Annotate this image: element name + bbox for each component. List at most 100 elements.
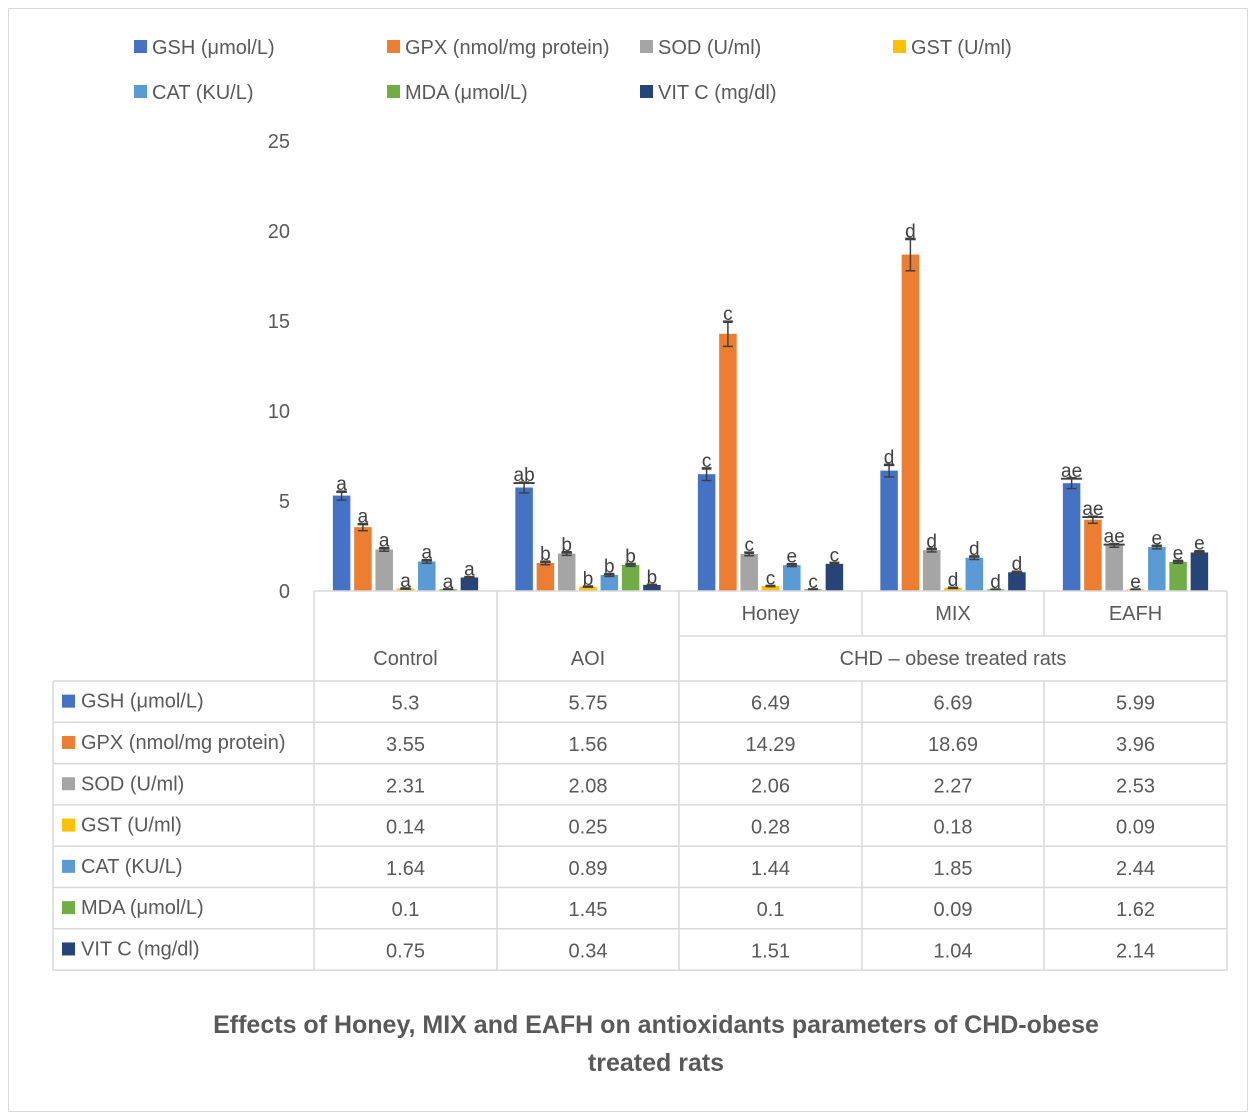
table-cell: 0.75 [386,940,425,962]
category-label: MIX [935,603,971,625]
bar [375,549,393,591]
significance-label: ae [1061,461,1082,482]
legend-swatch [387,85,400,98]
data-table: Control AOI Honey MIX EAFH CHD – obese treate… [52,590,1228,971]
significance-label: e [1194,534,1205,555]
table-cell: 1.64 [386,858,425,880]
significance-label: c [808,572,818,593]
y-tick-label: 5 [279,491,290,513]
legend-entry: GST (U/ml) [893,37,1012,59]
table-cell: 2.06 [751,775,790,797]
table-cell: 0.25 [569,817,608,839]
table-row-label: SOD (U/ml) [81,773,184,795]
significance-label: b [647,567,658,588]
legend-label: SOD (U/ml) [658,37,761,59]
table-cell: 0.1 [392,899,420,921]
legend-label: GST (U/ml) [911,37,1012,59]
table-cell: 0.09 [934,899,973,921]
legend-label: GPX (nmol/mg protein) [405,37,610,59]
bar [579,586,597,591]
bar [719,333,737,591]
table-cell: 1.04 [934,940,973,962]
table-row-swatch [62,735,75,749]
bar [761,585,780,591]
legend-swatch [640,40,653,53]
legend-entry: MDA (μmol/L) [387,82,528,104]
table-cell: 2.44 [1116,858,1155,880]
legend-swatch [134,40,147,53]
bar [600,574,619,591]
bar [557,553,576,591]
table-cell: 3.55 [386,734,425,756]
significance-label: c [766,568,776,589]
bar [901,254,920,591]
table-cell: 5.75 [569,693,608,715]
table-row-label: GPX (nmol/mg protein) [81,732,286,754]
table-cell: 14.29 [745,734,795,756]
table-cell: 0.1 [757,899,785,921]
legend-label: VIT C (mg/dl) [658,82,777,104]
table-cell: 3.96 [1116,734,1155,756]
legend-entry: GPX (nmol/mg protein) [387,37,610,59]
chart-frame: GSH (μmol/L) GPX (nmol/mg protein) SOD (U/… [8,8,1248,1112]
y-tick-label: 0 [279,581,290,603]
y-axis: 0 5 10 15 20 25 [268,131,290,603]
significance-label: b [583,569,594,590]
bar [536,562,555,591]
bar [965,557,984,591]
table-row-swatch [62,901,75,915]
table-row-swatch [62,777,75,791]
significance-label: b [540,544,551,565]
bar [332,495,351,591]
bar [825,563,844,591]
category-label: Control [373,648,437,670]
legend-label: MDA (μmol/L) [405,82,528,104]
table-row: GST (U/ml) 0.14 0.25 0.28 0.18 0.09 [62,815,1155,839]
table-row-label: GSH (μmol/L) [81,691,204,713]
y-tick-label: 20 [268,221,290,243]
table-row-swatch [62,859,75,873]
table-cell: 6.49 [751,693,790,715]
significance-label: c [702,451,712,472]
significance-label: d [884,447,895,468]
chart-title-line: treated rats [588,1049,724,1077]
bar [354,527,372,591]
bar [460,577,479,591]
table-row-label: VIT C (mg/dl) [81,938,200,960]
table-row: MDA (μmol/L) 0.1 1.45 0.1 0.09 1.62 [62,897,1155,921]
significance-label: d [948,570,959,591]
bar [922,550,941,591]
legend-entry: CAT (KU/L) [134,82,254,104]
significance-label: b [604,557,615,578]
table-cell: 5.3 [392,693,420,715]
significance-label: b [625,546,636,567]
legend: GSH (μmol/L) GPX (nmol/mg protein) SOD (U/… [134,37,1012,104]
table-cell: 5.99 [1116,693,1155,715]
legend-swatch [893,40,906,53]
table-cell: 18.69 [928,734,978,756]
bar [880,470,898,591]
table-cell: 2.31 [386,775,425,797]
table-cell: 1.51 [751,940,790,962]
chart-title: Effects of Honey, MIX and EAFH on antiox… [213,1011,1099,1077]
table-row: SOD (U/ml) 2.31 2.08 2.06 2.27 2.53 [62,773,1155,797]
significance-label: c [830,545,840,566]
table-row-swatch [62,818,75,832]
y-tick-label: 15 [268,311,290,333]
group-label: CHD – obese treated rats [840,648,1067,670]
y-tick-label: 10 [268,401,290,423]
legend-label: CAT (KU/L) [152,82,254,104]
chart-canvas: GSH (μmol/L) GPX (nmol/mg protein) SOD (U/… [52,37,1228,1077]
bar [783,565,801,591]
legend-entry: GSH (μmol/L) [134,37,275,59]
bar [1190,552,1209,591]
table-cell: 0.28 [751,817,790,839]
legend-entry: VIT C (mg/dl) [640,82,777,104]
significance-label: d [969,539,980,560]
bar [1148,547,1166,591]
table-row-label: CAT (KU/L) [81,856,183,878]
category-label: EAFH [1109,603,1162,625]
